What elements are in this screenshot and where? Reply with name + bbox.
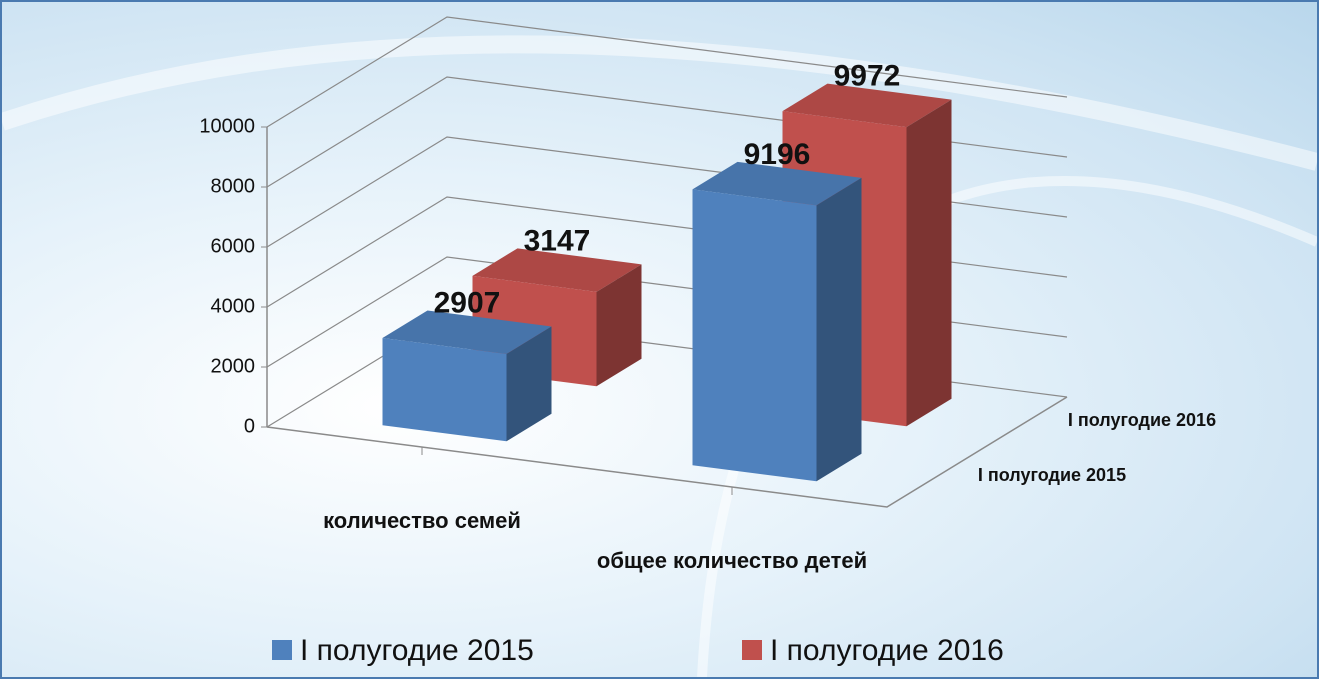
depth-tick-label: I полугодие 2015 [977, 464, 1127, 485]
bar-top [692, 161, 862, 206]
data-label: 3147 [524, 224, 591, 257]
legend-swatch [272, 640, 292, 660]
grid-line [266, 16, 1068, 128]
axis-line [266, 396, 1068, 508]
legend-swatch [742, 640, 762, 660]
legend-label: I полугодие 2015 [300, 634, 534, 667]
bar-top [472, 248, 642, 292]
bar-side [596, 264, 642, 387]
y-tick-label: 0 [244, 415, 255, 437]
data-label: 2907 [434, 286, 501, 319]
y-tick-label: 4000 [211, 295, 256, 317]
bar-side [816, 177, 862, 482]
bar [382, 338, 507, 442]
x-tick-label: количество семей [323, 508, 521, 533]
data-label: 9196 [744, 138, 811, 171]
bar-side [906, 99, 952, 427]
y-tick-label: 2000 [211, 355, 256, 377]
bar-top [382, 310, 552, 355]
bar [692, 189, 817, 482]
y-tick-label: 6000 [211, 235, 256, 257]
data-label: 9972 [834, 60, 901, 93]
bar-top [782, 83, 952, 128]
legend-label: I полугодие 2016 [770, 634, 1004, 667]
depth-tick-label: I полугодие 2016 [1067, 409, 1217, 430]
y-tick-label: 10000 [199, 115, 255, 137]
bar-side [506, 326, 552, 442]
x-tick-label: общее количество детей [596, 548, 868, 573]
y-tick-label: 8000 [211, 175, 256, 197]
